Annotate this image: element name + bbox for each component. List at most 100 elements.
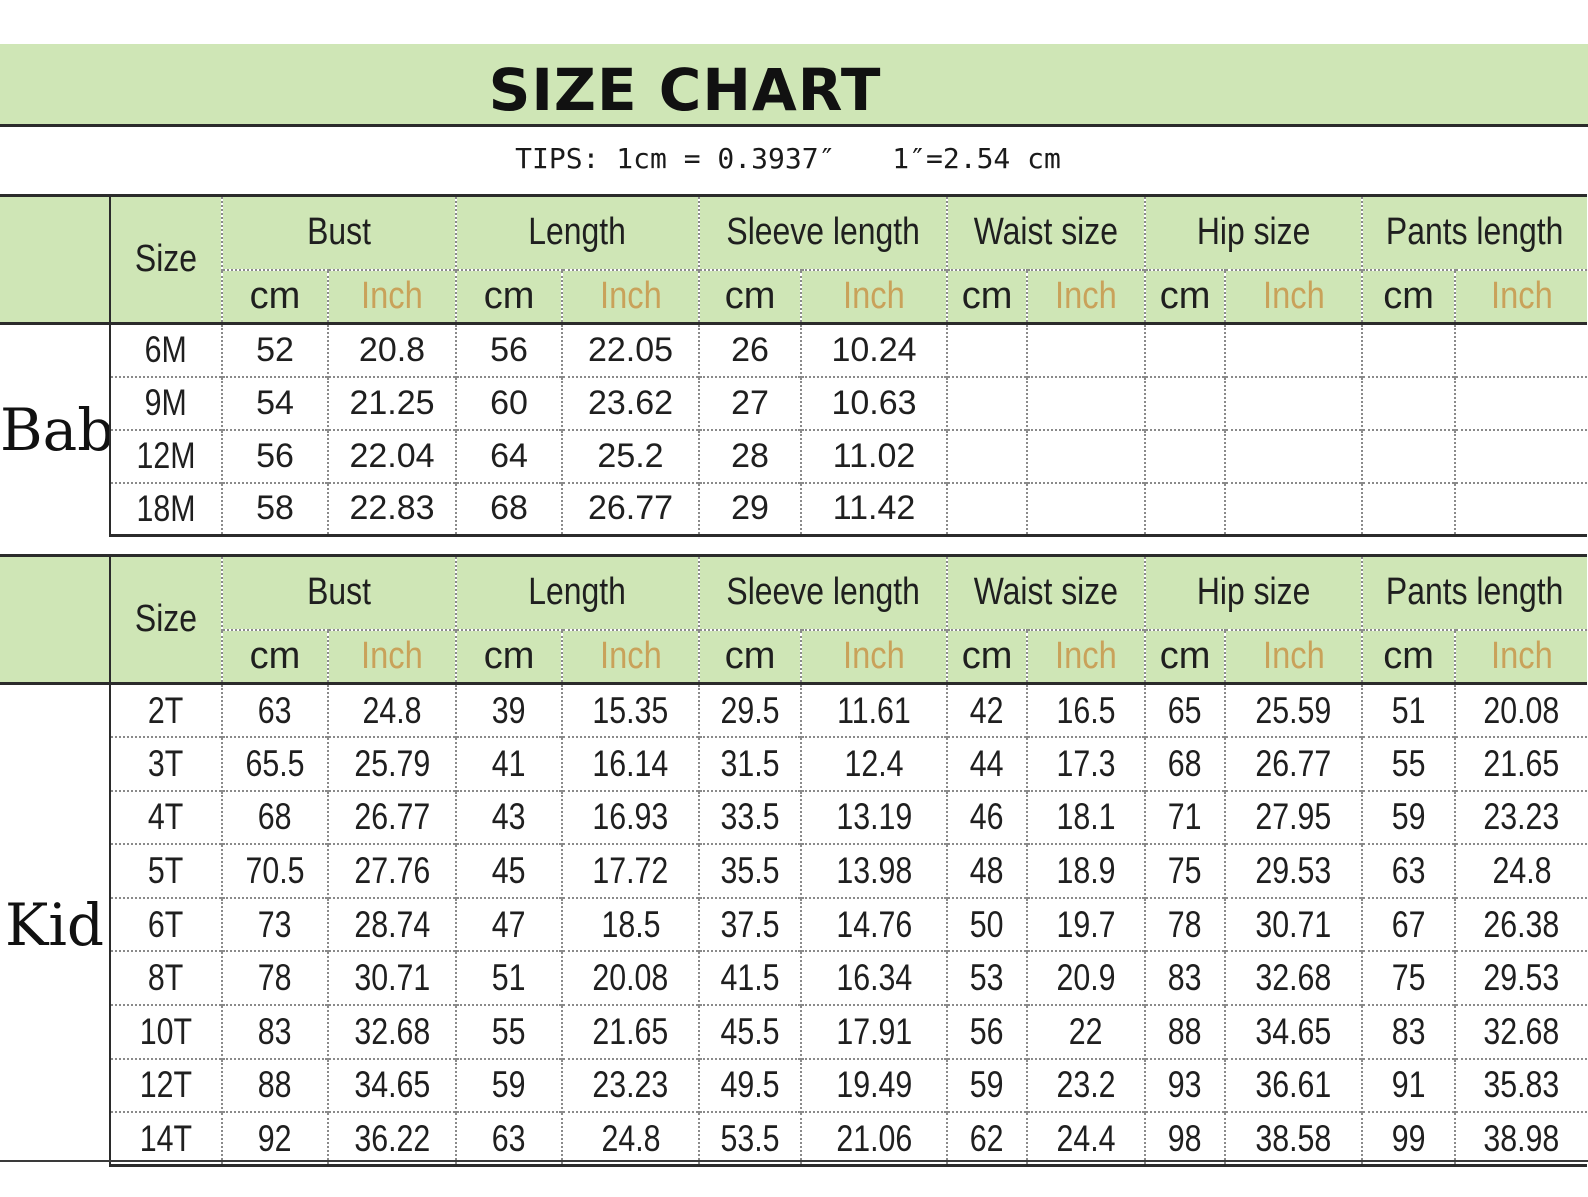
measure-group-label: Length — [528, 211, 627, 254]
measurement-cell: 24.8 — [1454, 843, 1588, 898]
size-cell: 18M — [109, 481, 222, 537]
measurement-value: 92 — [258, 1117, 292, 1159]
measurement-cell — [1144, 375, 1226, 430]
measurement-cell: 11.61 — [800, 682, 948, 738]
table-row: 3T 65.5 25.79 41 16.14 31.5 12.4 44 17.3 68 26.77 5… — [0, 736, 1588, 791]
measurement-cell: 51 — [1361, 682, 1456, 738]
measurement-value: 45 — [492, 850, 526, 892]
table-row: 14T 92 36.22 63 24.8 53.5 21.06 62 24.4 98 38.58 99… — [0, 1111, 1588, 1168]
measurement-cell: 25.2 — [561, 428, 700, 483]
unit-inch-header: Inch — [800, 268, 948, 324]
unit-cm-header: cm — [698, 628, 802, 684]
measurement-value: 68 — [258, 796, 292, 838]
measurement-value: 29 — [731, 489, 769, 528]
measurement-cell: 29 — [698, 481, 802, 537]
measurement-value: 91 — [1391, 1064, 1426, 1106]
unit-cm-header: cm — [1361, 268, 1456, 324]
measurement-cell: 18.1 — [1026, 789, 1146, 845]
size-cell: 5T — [109, 843, 222, 898]
measurement-cell: 49.5 — [698, 1057, 802, 1113]
measurement-value: 63 — [258, 689, 292, 731]
measurement-cell: 10.63 — [800, 375, 948, 430]
measurement-value: 26 — [731, 330, 769, 369]
measurement-value: 52 — [256, 330, 294, 369]
measurement-cell: 65 — [1144, 682, 1226, 738]
measurement-value: 49.5 — [720, 1064, 780, 1106]
unit-inch-label: Inch — [1262, 634, 1325, 677]
measurement-value: 30.71 — [1255, 903, 1332, 945]
measure-group-label: Bust — [307, 571, 371, 614]
measurement-cell — [946, 375, 1028, 430]
measurement-value: 93 — [1168, 1064, 1202, 1106]
unit-inch-label: Inch — [1490, 274, 1553, 317]
measurement-cell: 53 — [946, 950, 1028, 1006]
size-cell: 10T — [109, 1004, 222, 1059]
measurement-value: 88 — [258, 1064, 292, 1106]
measurement-cell: 56 — [221, 428, 328, 483]
measurement-cell: 29.5 — [698, 682, 802, 738]
measurement-cell: 88 — [1144, 1004, 1226, 1059]
measurement-value: 60 — [490, 383, 528, 422]
measurement-cell: 55 — [455, 1004, 563, 1059]
size-value: 12T — [139, 1064, 193, 1106]
measurement-cell: 75 — [1144, 843, 1226, 898]
measurement-value: 14.76 — [836, 903, 912, 945]
measurement-cell: 93 — [1144, 1057, 1226, 1113]
measurement-value: 11.42 — [832, 489, 916, 528]
unit-inch-label: Inch — [1262, 274, 1325, 317]
measurement-value: 75 — [1168, 850, 1202, 892]
measurement-cell: 20.9 — [1026, 950, 1146, 1006]
measurement-cell: 16.14 — [561, 736, 700, 791]
measure-group-label: Pants length — [1386, 211, 1564, 254]
measurement-value: 35.5 — [720, 850, 780, 892]
measurement-value: 98 — [1168, 1117, 1202, 1159]
measurement-cell: 45.5 — [698, 1004, 802, 1059]
measurement-value: 38.98 — [1483, 1117, 1560, 1159]
measurement-cell — [1026, 481, 1146, 537]
measurement-value: 17.91 — [836, 1010, 912, 1052]
measurement-cell: 58 — [221, 481, 328, 537]
measurement-value: 26.77 — [1255, 742, 1332, 784]
measurement-cell: 83 — [1144, 950, 1226, 1006]
measurement-value: 45.5 — [720, 1010, 780, 1052]
measurement-value: 24.8 — [362, 689, 422, 731]
measurement-cell: 18.9 — [1026, 843, 1146, 898]
size-value: 4T — [148, 796, 184, 838]
measurement-value: 51 — [1391, 689, 1426, 731]
measurement-value: 83 — [1391, 1010, 1426, 1052]
measurement-value: 17.72 — [592, 850, 669, 892]
measurement-value: 21.06 — [836, 1117, 912, 1159]
measurement-value: 55 — [1391, 742, 1426, 784]
tips-inch-to-cm: 1″=2.54 cm — [892, 142, 1061, 175]
measurement-value: 22 — [1069, 1010, 1103, 1052]
measurement-value: 27 — [731, 383, 769, 422]
table-row: 8T 78 30.71 51 20.08 41.5 16.34 53 20.9 83 32.68 75… — [0, 950, 1588, 1006]
measurement-cell: 36.61 — [1224, 1057, 1363, 1113]
page-title: SIZE CHART — [488, 56, 882, 124]
size-header-label: Size — [134, 598, 198, 640]
measurement-value: 19.7 — [1056, 903, 1116, 945]
measurement-cell — [1224, 481, 1363, 537]
measurement-cell: 19.7 — [1026, 896, 1146, 952]
measurement-cell — [1224, 322, 1363, 377]
measurement-value: 16.5 — [1056, 689, 1116, 731]
measurement-value: 65 — [1168, 689, 1202, 731]
measurement-cell: 91 — [1361, 1057, 1456, 1113]
measurement-cell: 98 — [1144, 1111, 1226, 1168]
measurement-value: 25.2 — [597, 436, 664, 475]
size-header: Size — [109, 194, 222, 324]
unit-cm-header: cm — [946, 268, 1028, 324]
table-row: Kid 2T 63 24.8 39 15.35 29.5 11.61 42 16.5 65 25.59… — [0, 681, 1588, 1166]
measurement-cell: 83 — [221, 1004, 328, 1059]
measurement-value: 32.68 — [1483, 1010, 1560, 1052]
measurement-cell: 27.76 — [326, 843, 457, 898]
unit-inch-label: Inch — [599, 274, 662, 317]
size-value: 10T — [139, 1010, 193, 1052]
measurement-cell — [1144, 481, 1226, 537]
size-value: 9M — [144, 382, 188, 423]
measurement-cell: 54 — [221, 375, 328, 430]
measurement-value: 63 — [492, 1117, 526, 1159]
measurement-cell — [1144, 322, 1226, 377]
unit-cm-header: cm — [698, 268, 802, 324]
measurement-value: 59 — [970, 1064, 1004, 1106]
